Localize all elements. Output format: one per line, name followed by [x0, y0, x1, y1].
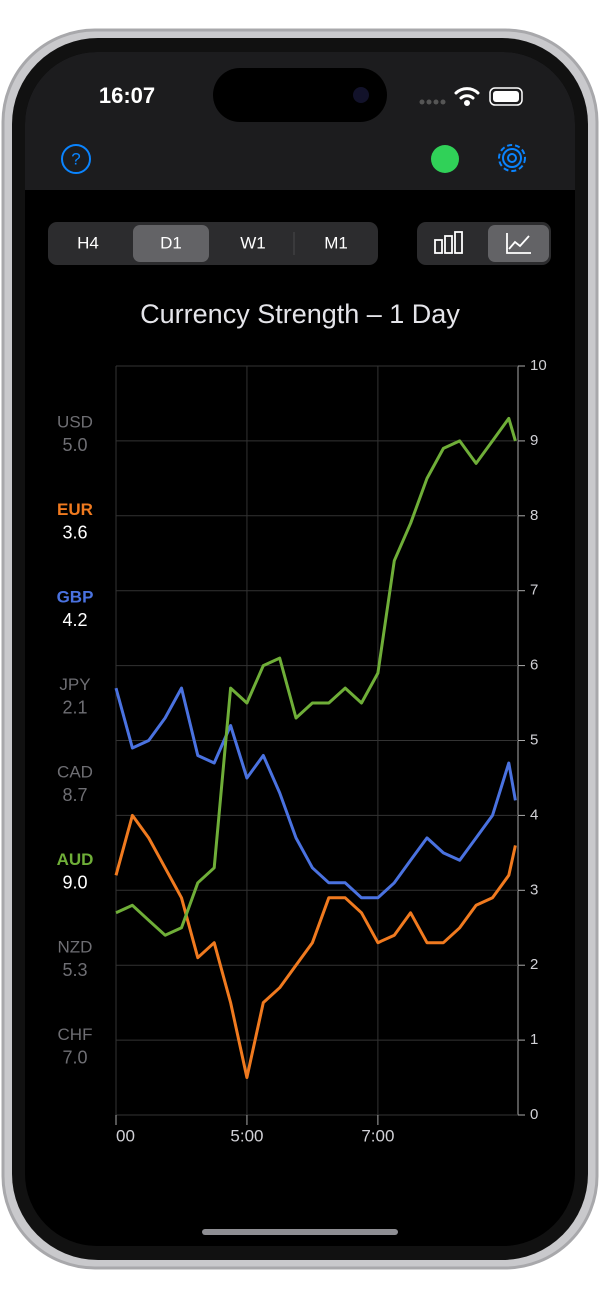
camera	[353, 87, 369, 103]
screen	[25, 52, 575, 1246]
currency-value: 8.7	[62, 785, 87, 805]
currency-code: CHF	[58, 1025, 93, 1044]
status-time: 16:07	[99, 83, 155, 108]
series-line	[115, 416, 517, 937]
currency-value: 9.0	[62, 872, 87, 892]
currency-value: 5.3	[62, 960, 87, 980]
signal	[419, 99, 446, 105]
segment-label[interactable]: H4	[77, 233, 99, 252]
y-tick-label: 6	[530, 657, 538, 674]
currency-value: 2.1	[62, 697, 87, 717]
battery	[489, 87, 523, 106]
x-tick-label: 00	[116, 1126, 135, 1145]
segment-label[interactable]: D1	[160, 233, 182, 252]
y-tick-label: 3	[530, 881, 538, 898]
settings-button[interactable]	[498, 144, 526, 172]
currency-value: 5.0	[62, 435, 87, 455]
wifi-icon	[454, 87, 480, 106]
status-dot	[431, 145, 459, 173]
currency-code: NZD	[58, 937, 93, 956]
x-tick-label: 5:00	[230, 1126, 263, 1145]
timeframe-control	[48, 222, 378, 265]
y-tick-label: 0	[530, 1106, 538, 1123]
currency-code: USD	[57, 412, 93, 431]
y-tick-label: 2	[530, 956, 538, 973]
y-tick-label: 8	[530, 507, 538, 524]
home-indicator	[202, 1229, 398, 1235]
bar-mode-icon[interactable]	[434, 231, 463, 254]
dynamic-island	[213, 68, 387, 122]
svg-text:?: ?	[71, 149, 80, 168]
battery-level	[493, 91, 519, 102]
currency-code: CAD	[57, 762, 93, 781]
segment-selected[interactable]	[133, 225, 209, 262]
currency-code: GBP	[57, 587, 94, 606]
y-tick-label: 4	[530, 806, 538, 823]
chart-mode-selected[interactable]	[488, 225, 549, 262]
series-line	[114, 813, 517, 1079]
currency-code: EUR	[57, 500, 93, 519]
y-tick-label: 5	[530, 731, 538, 748]
segment-label[interactable]: W1	[240, 233, 266, 252]
currency-code: JPY	[59, 675, 90, 694]
currency-value: 7.0	[62, 1047, 87, 1067]
y-tick-label: 9	[530, 432, 538, 449]
currency-value: 3.6	[62, 522, 87, 542]
chart-title: Currency Strength – 1 Day	[140, 299, 460, 329]
y-tick-label: 10	[530, 357, 547, 374]
line-mode-icon[interactable]	[506, 233, 531, 254]
segment-label[interactable]: M1	[324, 233, 348, 252]
series-line	[114, 686, 517, 900]
currency-code: AUD	[57, 850, 94, 869]
x-tick-label: 7:00	[361, 1126, 394, 1145]
help-button[interactable]: ?	[61, 144, 91, 174]
y-tick-label: 7	[530, 582, 538, 599]
currency-value: 4.2	[62, 610, 87, 630]
y-tick-label: 1	[530, 1031, 538, 1048]
